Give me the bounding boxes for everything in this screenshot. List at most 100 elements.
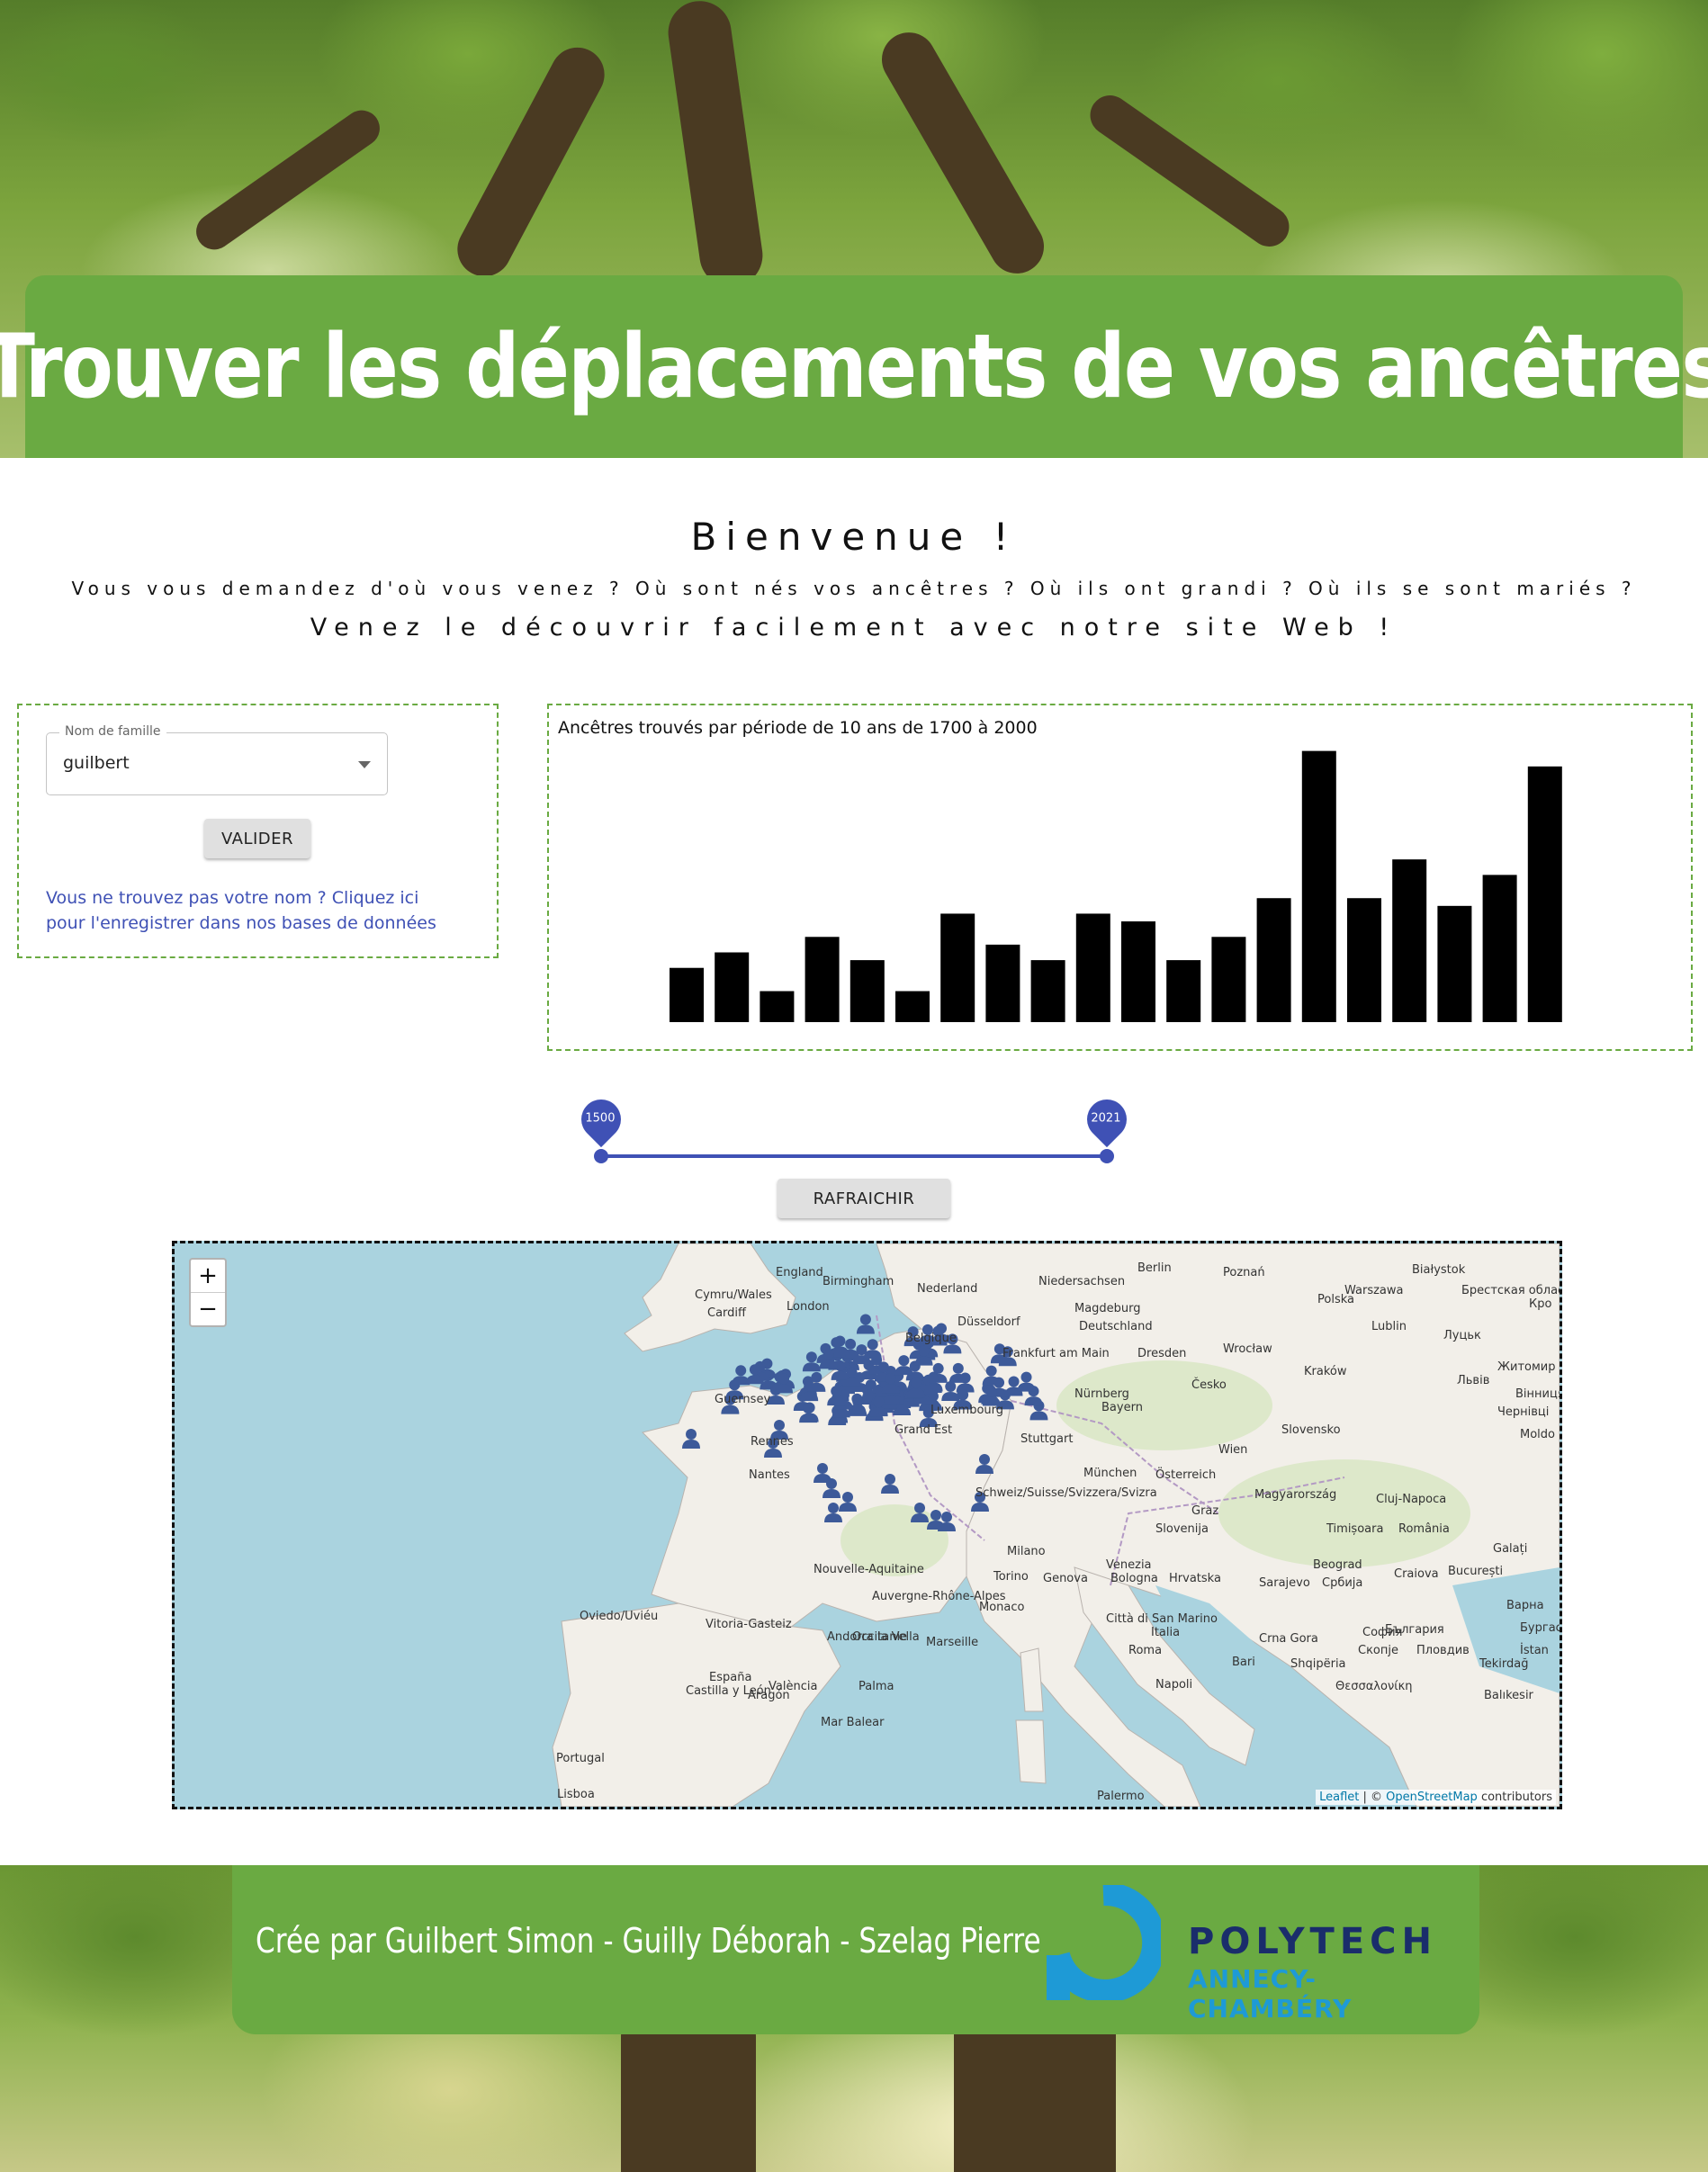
person-marker-icon[interactable]: [971, 1492, 989, 1512]
person-marker-icon[interactable]: [824, 1503, 842, 1522]
person-marker-icon[interactable]: [881, 1474, 899, 1494]
leaflet-link[interactable]: Leaflet: [1319, 1791, 1360, 1804]
map-label: Polska: [1317, 1293, 1354, 1306]
person-marker-icon[interactable]: [982, 1365, 1001, 1386]
bar-5: [895, 991, 930, 1022]
bar-8: [1030, 960, 1065, 1022]
person-marker-icon[interactable]: [906, 1378, 925, 1398]
map-label: Palma: [858, 1680, 894, 1693]
bar-14: [1301, 750, 1336, 1022]
person-marker-icon[interactable]: [914, 1345, 933, 1366]
map-label: Timișoara: [1326, 1522, 1384, 1536]
person-marker-icon[interactable]: [941, 1380, 960, 1401]
person-marker-icon[interactable]: [856, 1314, 875, 1334]
slider-thumb-max[interactable]: [1100, 1149, 1114, 1163]
person-marker-icon[interactable]: [842, 1367, 861, 1387]
map-label: București: [1448, 1565, 1504, 1578]
person-marker-icon[interactable]: [975, 1454, 993, 1474]
bar-16: [1392, 859, 1427, 1022]
map-label: Marseille: [926, 1636, 979, 1649]
person-marker-icon[interactable]: [982, 1386, 1001, 1406]
map-label: Скопје: [1358, 1644, 1398, 1657]
map-label: Cluj-Napoca: [1376, 1493, 1447, 1506]
year-range-slider[interactable]: [601, 1154, 1107, 1158]
family-name-value: guilbert: [63, 753, 130, 773]
map-label: Napoli: [1155, 1678, 1193, 1692]
person-marker-icon[interactable]: [919, 1406, 938, 1427]
person-marker-icon[interactable]: [998, 1346, 1017, 1367]
bar-4: [850, 960, 885, 1022]
polytech-logo[interactable]: POLYTECH ANNECY-CHAMBÉRY: [1046, 1885, 1478, 2024]
person-marker-icon[interactable]: [911, 1503, 929, 1522]
map-label: Moldo: [1520, 1428, 1555, 1441]
person-marker-icon[interactable]: [823, 1478, 841, 1498]
person-marker-icon[interactable]: [764, 1438, 782, 1458]
map-label: Beograd: [1313, 1558, 1362, 1572]
map-label: Житомир: [1497, 1360, 1556, 1374]
person-marker-icon[interactable]: [814, 1463, 832, 1483]
person-marker-icon[interactable]: [775, 1373, 794, 1394]
person-marker-icon[interactable]: [953, 1388, 972, 1409]
map-label: Wrocław: [1223, 1342, 1272, 1356]
map-tiles: [552, 1243, 1560, 1807]
map-label: Oviedo/Uviéu: [580, 1610, 659, 1623]
zoom-out-button[interactable]: −: [191, 1292, 225, 1325]
person-marker-icon[interactable]: [827, 1386, 846, 1406]
map-label: Poznań: [1223, 1266, 1265, 1279]
person-marker-icon[interactable]: [807, 1371, 826, 1392]
map-label: България: [1385, 1623, 1444, 1637]
map-label: Guernsey: [715, 1393, 771, 1406]
person-marker-icon[interactable]: [745, 1364, 764, 1385]
person-marker-icon[interactable]: [903, 1326, 922, 1347]
slider-thumb-min[interactable]: [594, 1149, 608, 1163]
person-marker-icon[interactable]: [770, 1420, 788, 1440]
person-marker-icon[interactable]: [831, 1360, 850, 1380]
map-label: Magyarország: [1254, 1488, 1337, 1502]
map-label: Schweiz/Suisse/Svizzera/Svizra: [975, 1486, 1157, 1500]
person-marker-icon[interactable]: [923, 1372, 942, 1393]
zoom-in-button[interactable]: +: [198, 1262, 218, 1289]
person-marker-icon[interactable]: [894, 1355, 913, 1376]
osm-link[interactable]: OpenStreetMap: [1386, 1791, 1478, 1804]
bar-3: [805, 937, 840, 1022]
person-marker-icon[interactable]: [682, 1429, 700, 1449]
person-marker-icon[interactable]: [948, 1362, 967, 1383]
validate-button[interactable]: VALIDER: [204, 819, 310, 858]
bar-1: [715, 952, 750, 1022]
page-title: Trouver les déplacements de vos ancêtres: [0, 315, 1708, 418]
map-label: España: [709, 1671, 752, 1684]
map-label: Österreich: [1155, 1468, 1217, 1482]
person-marker-icon[interactable]: [1017, 1371, 1036, 1392]
map-label: Andorra la Vella: [827, 1630, 920, 1644]
person-marker-icon[interactable]: [881, 1373, 900, 1394]
map-label: Бургас: [1520, 1621, 1562, 1635]
person-marker-icon[interactable]: [869, 1396, 888, 1417]
bar-11: [1166, 960, 1201, 1022]
map-label: România: [1398, 1522, 1450, 1536]
person-marker-icon[interactable]: [863, 1339, 882, 1360]
refresh-button[interactable]: RAFRAICHIR: [778, 1179, 950, 1218]
map-label: Кро: [1529, 1297, 1552, 1311]
register-name-link[interactable]: Vous ne trouvez pas votre nom ? Cliquez …: [46, 888, 436, 933]
map-label: Брестская область: [1461, 1284, 1560, 1297]
credits: Crée par Guilbert Simon - Guilly Déborah…: [256, 1921, 1041, 1961]
person-marker-icon[interactable]: [839, 1492, 857, 1512]
person-marker-icon[interactable]: [938, 1512, 956, 1531]
person-marker-icon[interactable]: [802, 1351, 821, 1372]
map-label: Варна: [1506, 1599, 1544, 1612]
ancestor-map[interactable]: + − Birmingham Cardiff London Nederland Düss…: [172, 1241, 1562, 1809]
map-attribution: Leaflet | © OpenStreetMap contributors: [1316, 1790, 1556, 1805]
map-label: Nürnberg: [1074, 1387, 1129, 1401]
person-marker-icon[interactable]: [819, 1349, 838, 1369]
map-label: Frankfurt am Main: [1002, 1347, 1110, 1360]
person-marker-icon[interactable]: [932, 1323, 951, 1343]
title-banner: Trouver les déplacements de vos ancêtres: [0, 275, 1708, 458]
bar-6: [940, 913, 975, 1022]
family-name-select[interactable]: Nom de famille guilbert: [46, 724, 388, 795]
map-label: Milano: [1007, 1545, 1046, 1558]
person-marker-icon[interactable]: [800, 1402, 819, 1423]
bar-17: [1437, 905, 1472, 1022]
map-label: Venezia: [1106, 1558, 1152, 1572]
person-marker-icon[interactable]: [918, 1324, 937, 1344]
person-marker-icon[interactable]: [732, 1365, 751, 1386]
